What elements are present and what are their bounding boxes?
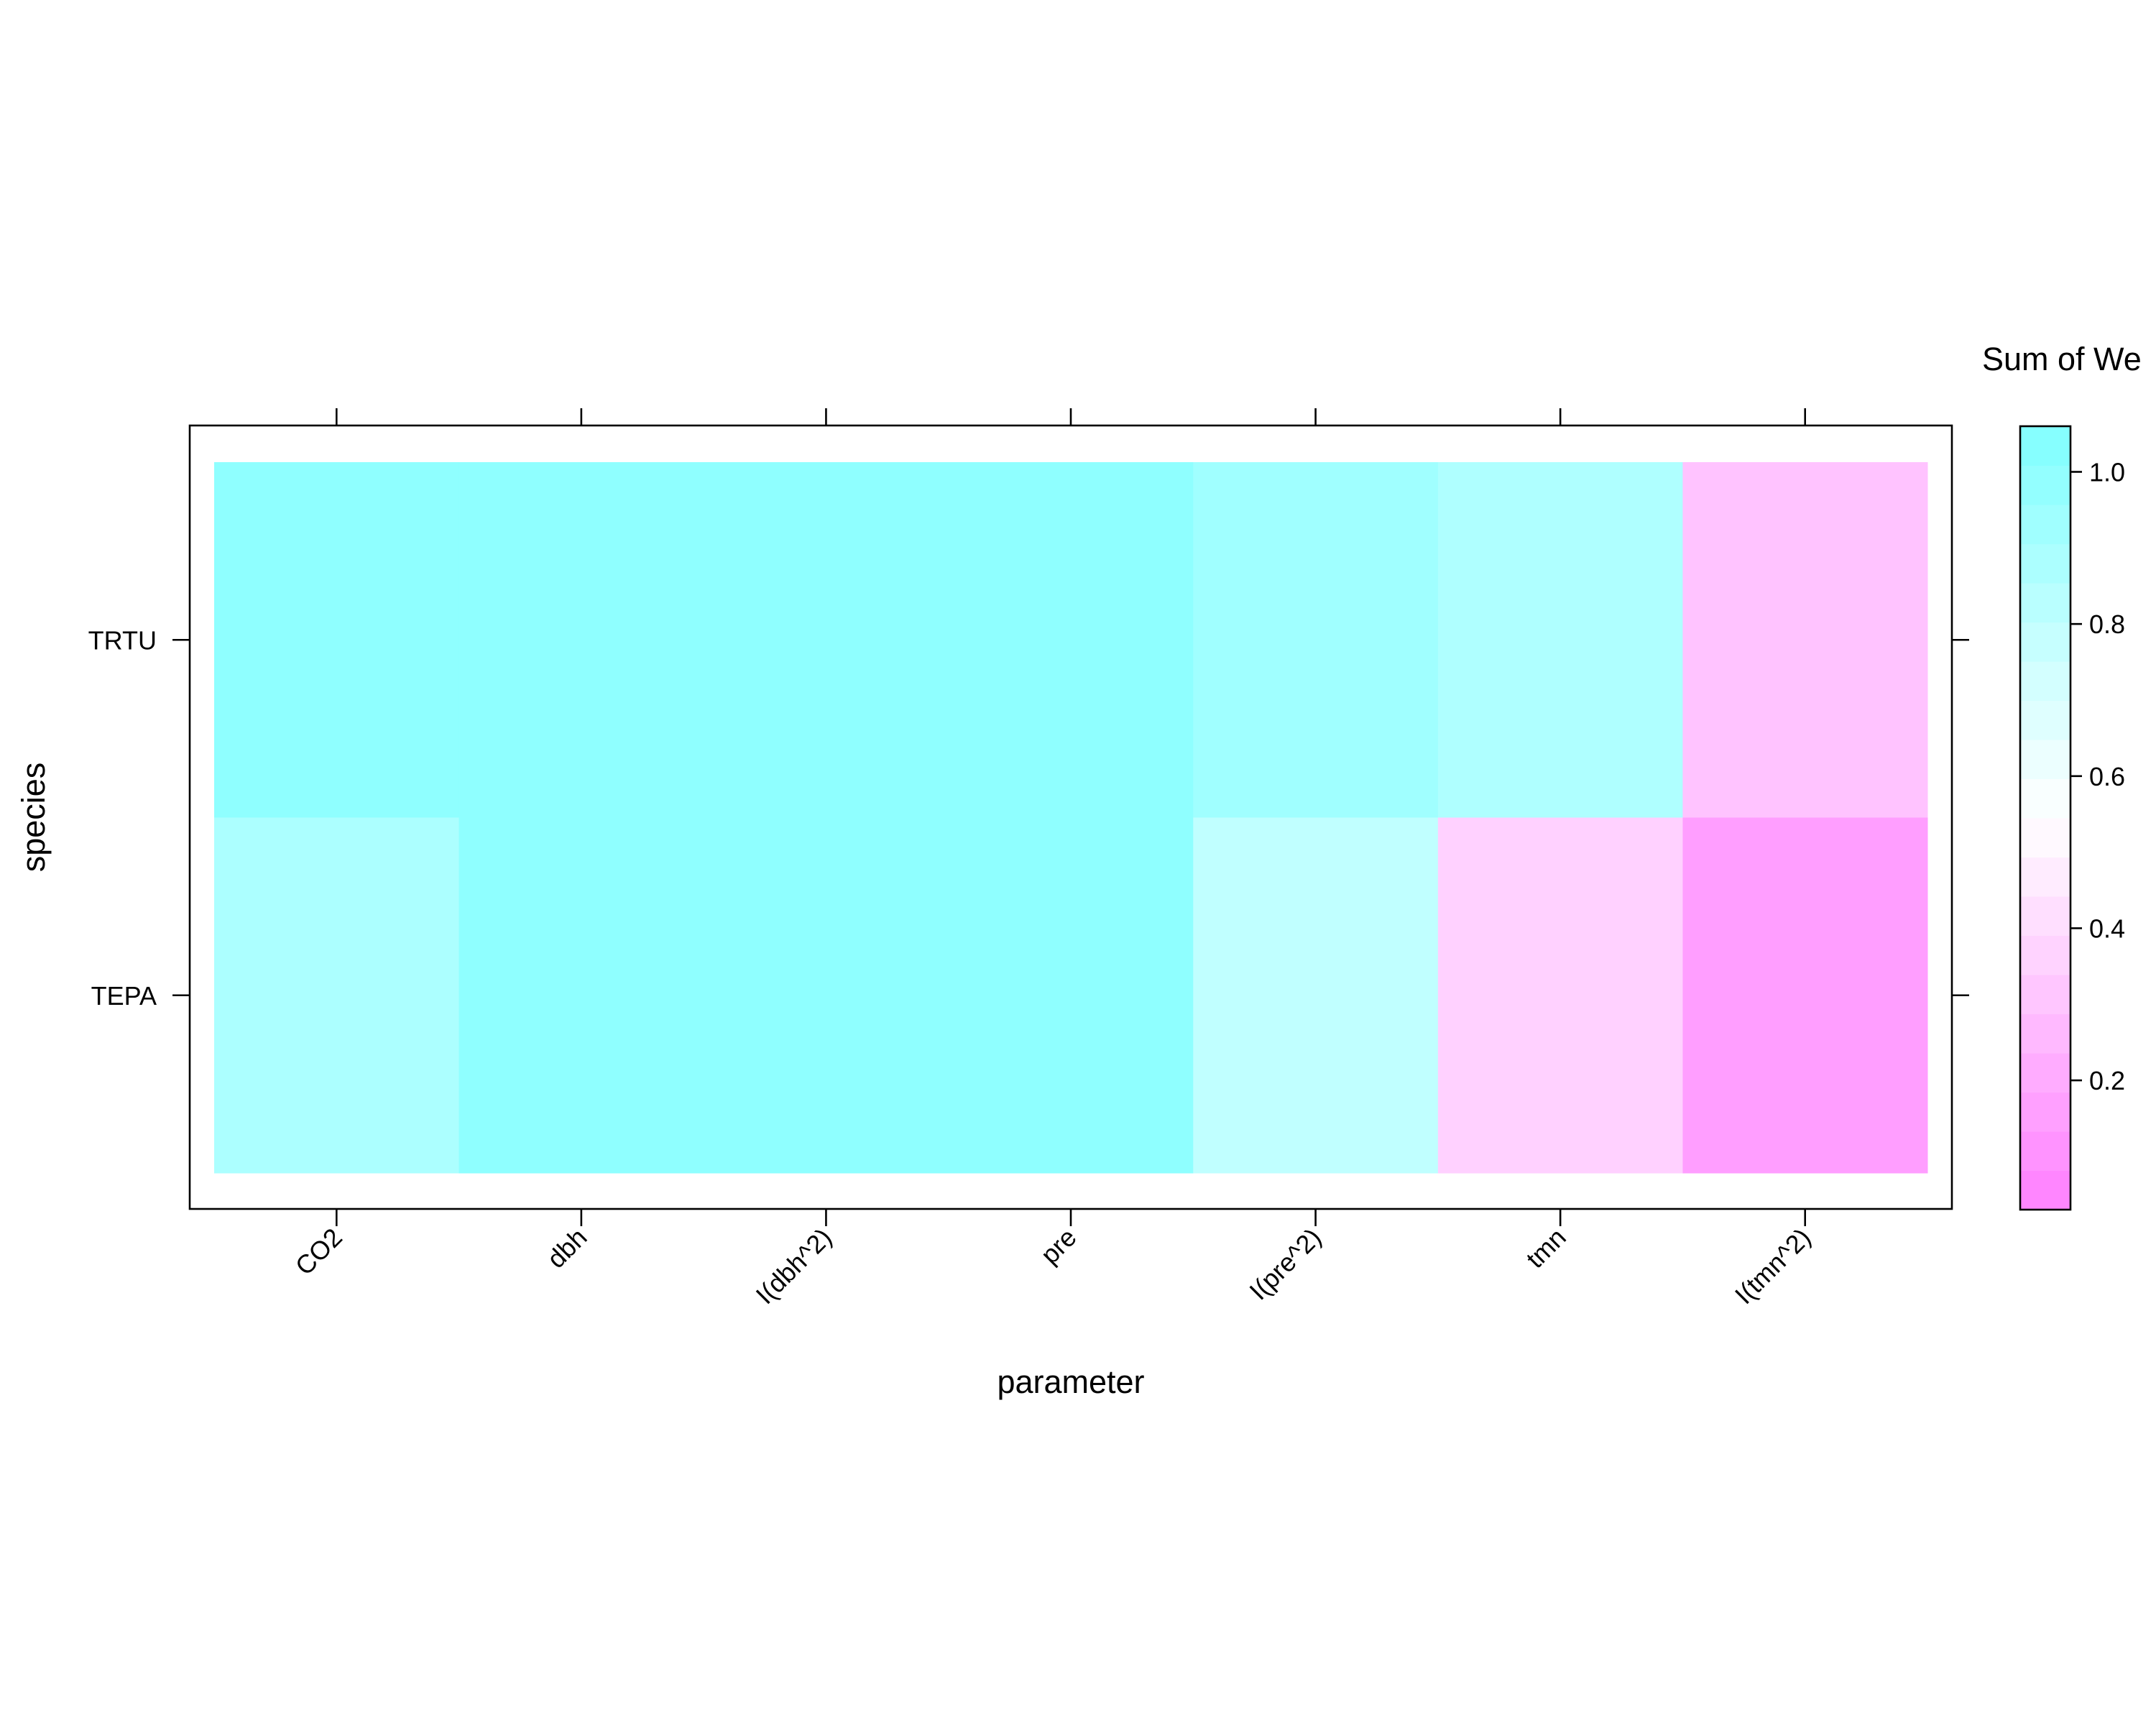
heatmap-cell — [214, 462, 460, 818]
colorbar-band — [2020, 818, 2070, 858]
x-tick-label: tmn — [1520, 1223, 1571, 1274]
y-axis: TRTU TEPA — [88, 625, 1969, 1011]
colorbar-band — [2020, 740, 2070, 780]
x-tick-label: I(pre^2) — [1243, 1223, 1327, 1306]
colorbar-band — [2020, 622, 2070, 662]
x-axis-title: parameter — [997, 1363, 1144, 1400]
y-tick-label: TRTU — [88, 625, 157, 655]
colorbar-band — [2020, 465, 2070, 505]
colorbar-tick-label: 0.4 — [2089, 914, 2125, 943]
colorbar-band — [2020, 975, 2070, 1015]
colorbar-band — [2020, 1013, 2070, 1054]
colorbar-band — [2020, 661, 2070, 702]
colorbar-tick-label: 0.2 — [2089, 1066, 2125, 1095]
heatmap-cell — [214, 817, 460, 1174]
colorbar-band — [2020, 1170, 2070, 1210]
heatmap-cell — [1193, 817, 1439, 1174]
colorbar-band — [2020, 543, 2070, 584]
heatmap-cell — [704, 462, 949, 818]
colorbar-title: Sum of We — [1982, 341, 2142, 377]
colorbar-tick-label: 0.8 — [2089, 610, 2125, 639]
colorbar-band — [2020, 857, 2070, 897]
heatmap-cell — [704, 817, 949, 1174]
colorbar-band — [2020, 935, 2070, 975]
y-tick-label: TEPA — [91, 981, 157, 1011]
heatmap-cell — [1437, 462, 1683, 818]
colorbar-tick-label: 0.6 — [2089, 762, 2125, 791]
colorbar-band — [2020, 426, 2070, 466]
colorbar-band — [2020, 583, 2070, 623]
heatmap-cell — [459, 462, 704, 818]
colorbar-frame — [2019, 425, 2072, 1211]
colorbar-band — [2020, 1131, 2070, 1172]
colorbar: 0.2 0.4 0.6 0.8 1.0 — [2020, 426, 2125, 1210]
colorbar-band — [2020, 1053, 2070, 1093]
heatmap-cell — [1682, 462, 1928, 818]
heatmap-cell — [948, 462, 1194, 818]
heatmap-cell — [1437, 817, 1683, 1174]
colorbar-band — [2020, 1092, 2070, 1132]
heatmap-cell — [1193, 462, 1439, 818]
y-axis-title: species — [15, 763, 52, 873]
x-tick-label: dbh — [541, 1223, 592, 1274]
heatmap-cell — [1682, 817, 1928, 1174]
colorbar-band — [2020, 778, 2070, 819]
x-tick-label: I(dbh^2) — [750, 1223, 837, 1310]
colorbar-band — [2020, 896, 2070, 937]
x-tick-label: I(tmn^2) — [1729, 1223, 1817, 1310]
colorbar-band — [2020, 505, 2070, 545]
heatmap-cell — [948, 817, 1194, 1174]
heatmap-cells — [214, 462, 1928, 1174]
colorbar-tick-label: 1.0 — [2089, 457, 2125, 487]
colorbar-band — [2020, 700, 2070, 740]
x-tick-label: CO2 — [290, 1223, 348, 1281]
x-tick-label: pre — [1035, 1223, 1082, 1270]
heatmap-cell — [459, 817, 704, 1174]
